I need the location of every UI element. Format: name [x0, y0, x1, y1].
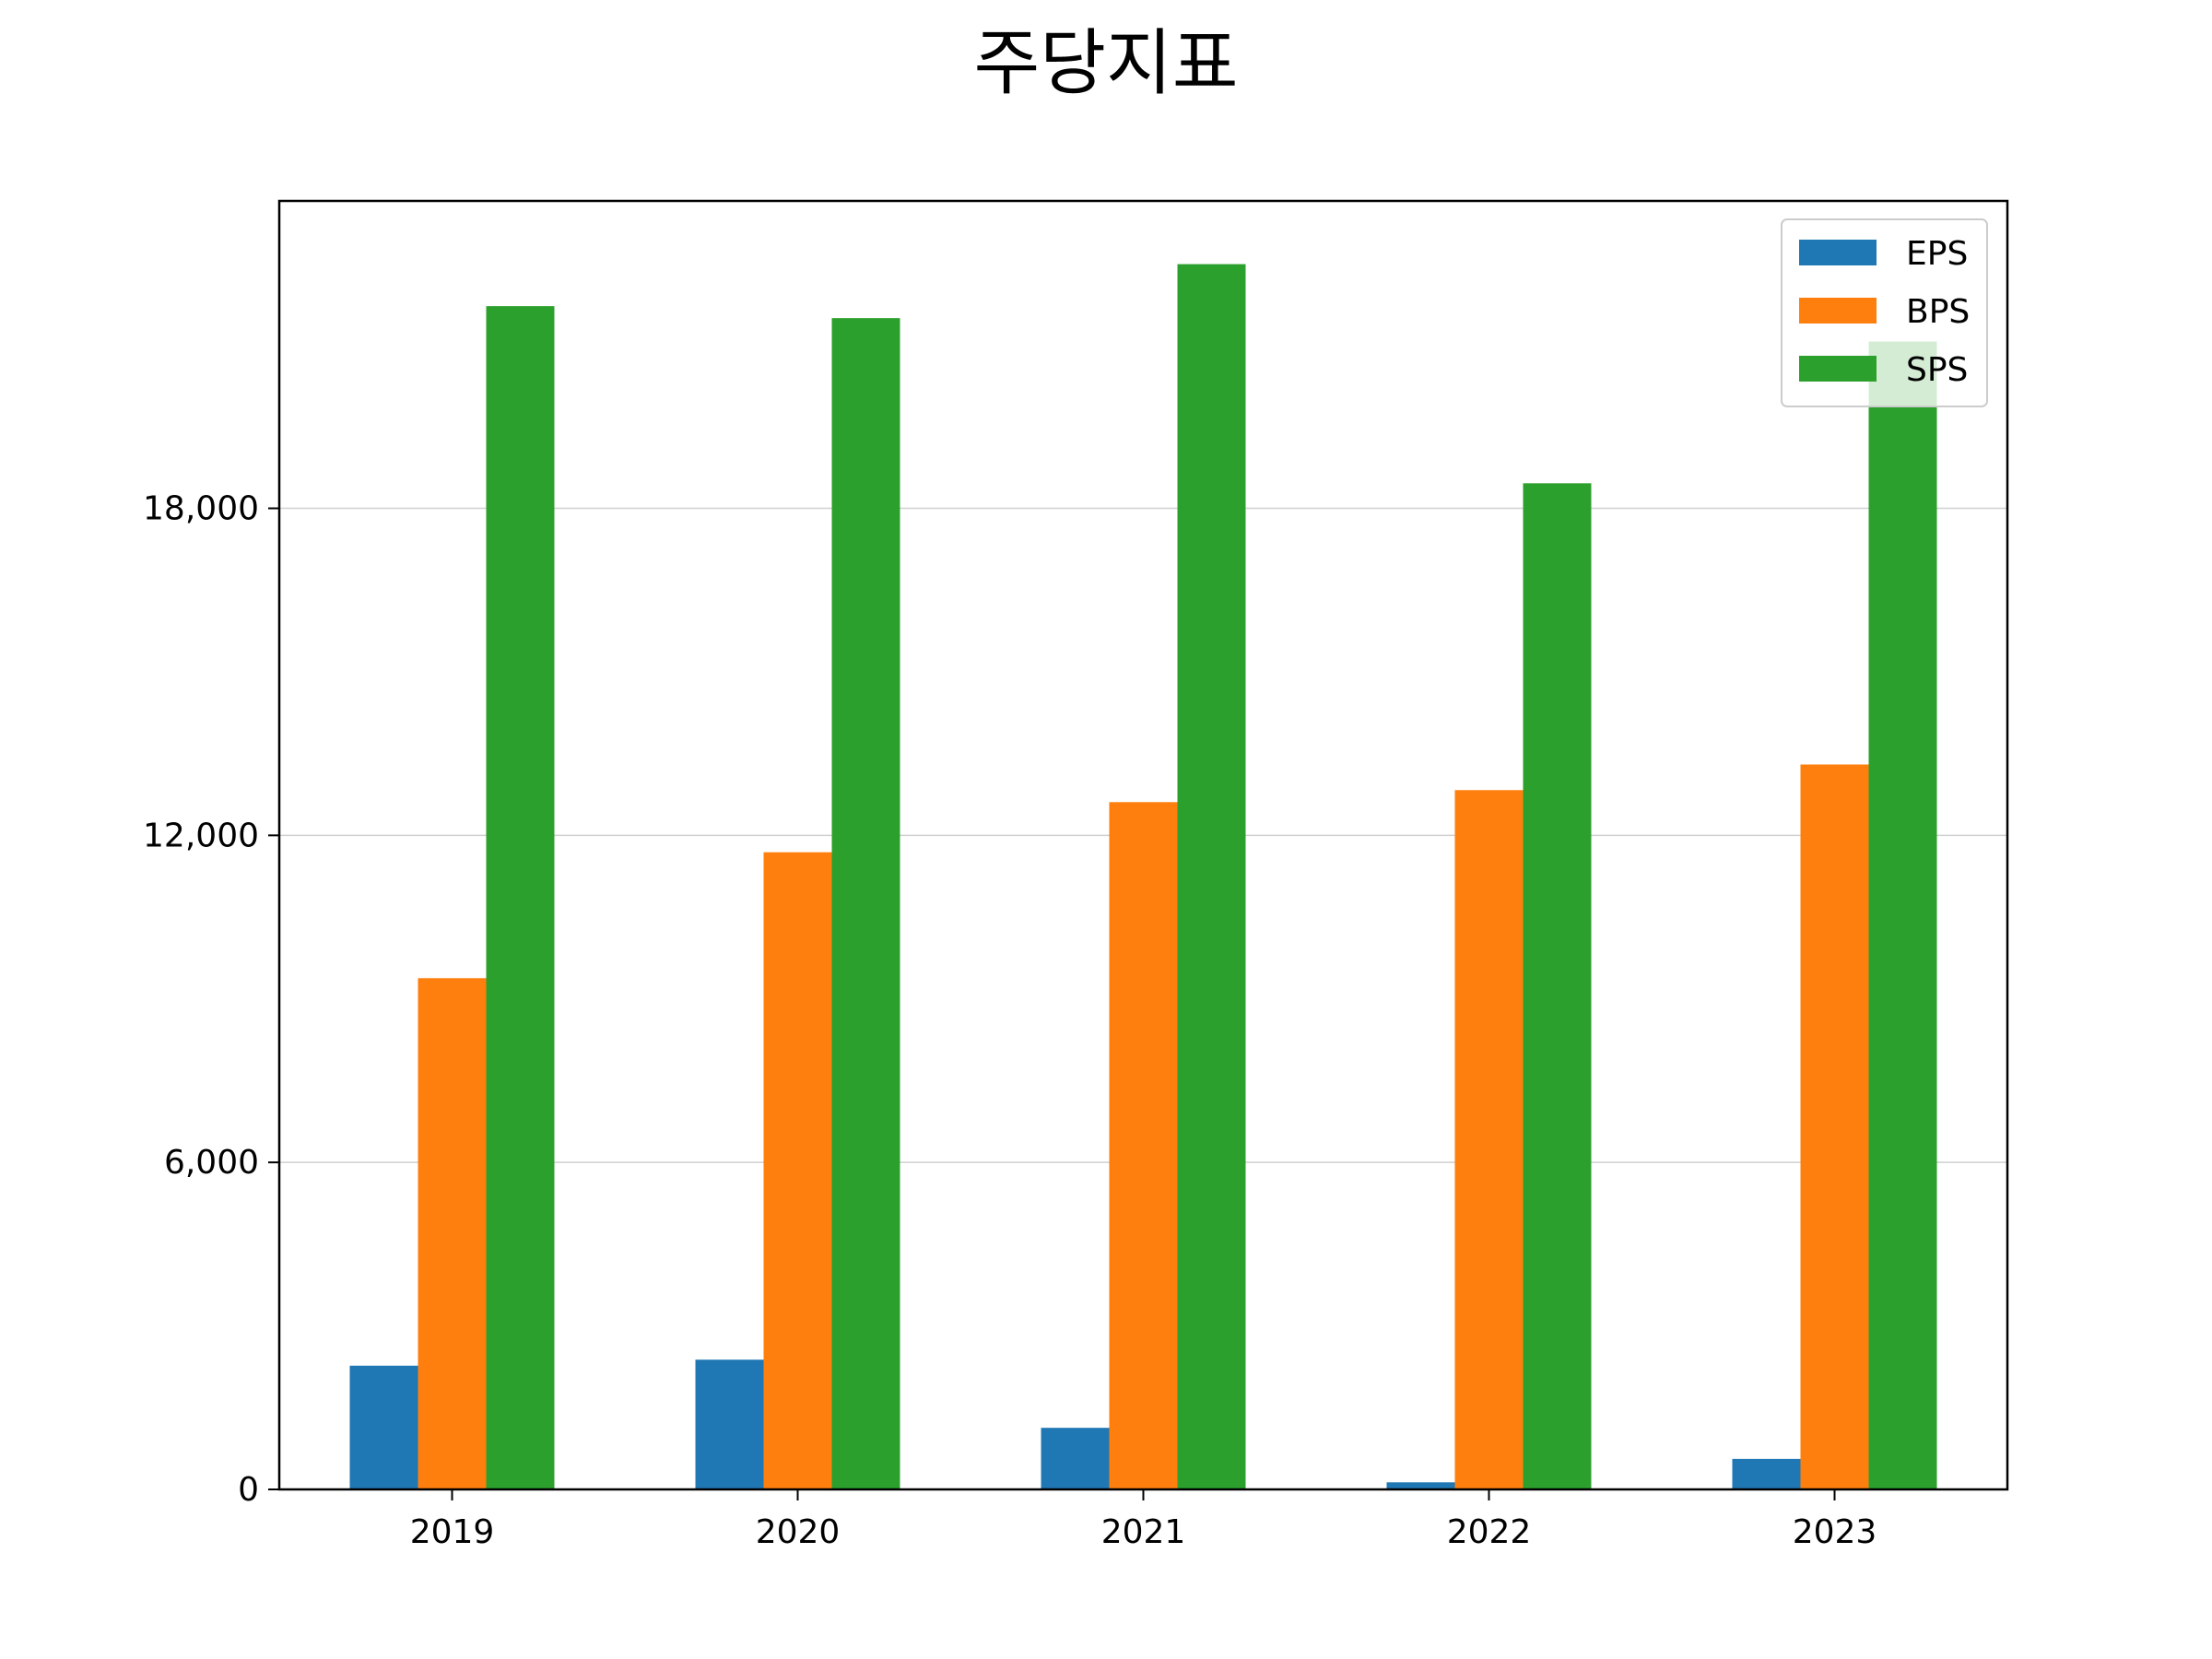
legend: EPS BPS SPS	[1781, 218, 1988, 407]
bar-eps-2019	[349, 1365, 418, 1489]
legend-swatch-bps	[1799, 298, 1877, 324]
y-tick-label-1: 6,000	[164, 1144, 259, 1182]
bar-eps-2023	[1732, 1458, 1801, 1489]
legend-label-bps: BPS	[1906, 293, 1970, 331]
bar-sps-2023	[1868, 341, 1937, 1489]
bar-bps-2023	[1800, 764, 1869, 1489]
bar-sps-2021	[1177, 264, 1246, 1489]
bar-bps-2022	[1454, 790, 1524, 1489]
legend-swatch-eps	[1799, 240, 1877, 265]
bar-sps-2019	[486, 306, 555, 1489]
x-tick-label-2021: 2021	[1101, 1513, 1186, 1551]
y-tick-label-0: 0	[238, 1471, 259, 1509]
y-tick-label-3: 18,000	[143, 490, 259, 528]
x-tick-label-2020: 2020	[756, 1513, 841, 1551]
legend-label-eps: EPS	[1906, 235, 1968, 273]
x-tick-label-2019: 2019	[410, 1513, 495, 1551]
x-tick-label-2023: 2023	[1793, 1513, 1877, 1551]
bar-bps-2019	[418, 978, 487, 1489]
bar-bps-2021	[1109, 802, 1178, 1489]
x-tick-label-2022: 2022	[1447, 1513, 1532, 1551]
x-axis: 2019 2020 2021 2022 2023	[410, 1489, 1877, 1551]
y-tick-label-2: 12,000	[143, 817, 259, 854]
legend-swatch-sps	[1799, 356, 1877, 382]
y-axis: 0 6,000 12,000 18,000	[143, 490, 279, 1509]
legend-label-sps: SPS	[1906, 351, 1968, 389]
bar-eps-2022	[1386, 1482, 1455, 1489]
bar-eps-2021	[1041, 1428, 1110, 1489]
bar-sps-2022	[1523, 483, 1592, 1489]
bar-bps-2020	[763, 852, 832, 1489]
bars	[349, 264, 1937, 1490]
bar-sps-2020	[831, 318, 900, 1490]
bar-eps-2020	[695, 1359, 764, 1489]
chart-title: 주당지표	[973, 22, 1238, 105]
